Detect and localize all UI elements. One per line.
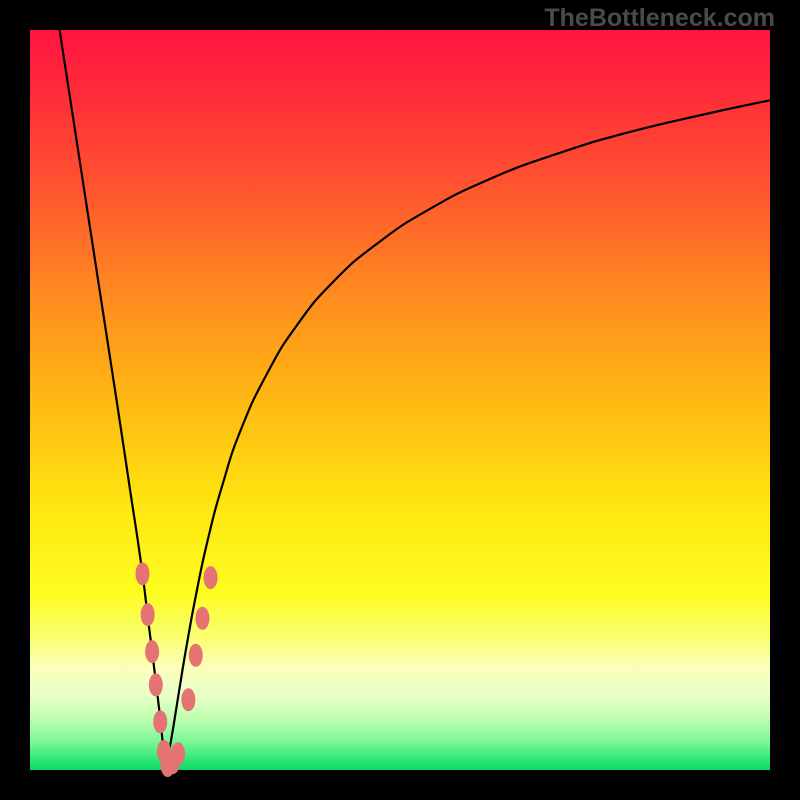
marker-point: [182, 689, 195, 711]
figure-root: TheBottleneck.com: [0, 0, 800, 800]
marker-point: [136, 563, 149, 585]
marker-point: [154, 711, 167, 733]
marker-point: [146, 641, 159, 663]
watermark-text: TheBottleneck.com: [544, 4, 775, 33]
plot-area: [30, 30, 770, 770]
curve-right: [166, 100, 770, 770]
chart-svg: [30, 30, 770, 770]
marker-point: [149, 674, 162, 696]
marker-point: [172, 743, 185, 765]
marker-point: [196, 607, 209, 629]
marker-point: [204, 567, 217, 589]
marker-point: [189, 644, 202, 666]
marker-point: [141, 604, 154, 626]
